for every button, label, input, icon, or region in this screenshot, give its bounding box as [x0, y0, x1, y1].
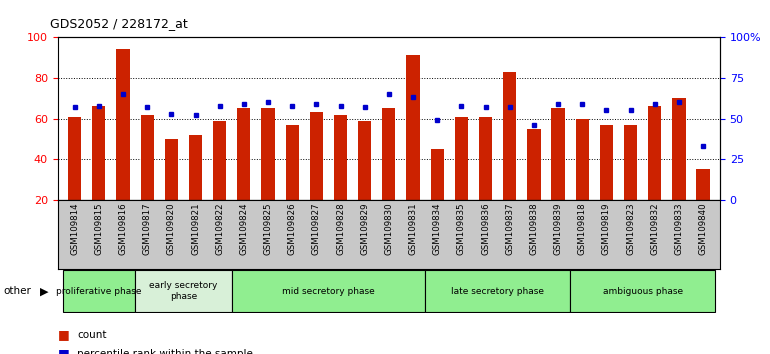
Text: GSM109817: GSM109817 [142, 202, 152, 255]
Text: GSM109816: GSM109816 [119, 202, 128, 255]
Bar [261, 108, 275, 200]
Text: GSM109838: GSM109838 [529, 202, 538, 255]
Text: ■: ■ [58, 328, 69, 341]
Bar [551, 108, 564, 200]
Text: early secretory
phase: early secretory phase [149, 281, 218, 301]
Text: GSM109823: GSM109823 [626, 202, 635, 255]
Text: GSM109834: GSM109834 [433, 202, 442, 255]
Bar [310, 113, 323, 200]
Text: GSM109821: GSM109821 [191, 202, 200, 255]
Text: GSM109835: GSM109835 [457, 202, 466, 255]
Text: GSM109827: GSM109827 [312, 202, 321, 255]
Text: ■: ■ [58, 348, 69, 354]
Text: ▶: ▶ [40, 286, 49, 296]
Bar [334, 115, 347, 200]
Text: GSM109832: GSM109832 [650, 202, 659, 255]
Bar [286, 125, 299, 200]
Text: GSM109815: GSM109815 [95, 202, 103, 255]
Text: GSM109814: GSM109814 [70, 202, 79, 255]
Text: percentile rank within the sample: percentile rank within the sample [77, 349, 253, 354]
Text: GSM109824: GSM109824 [239, 202, 249, 255]
Bar [237, 108, 250, 200]
Bar [141, 115, 154, 200]
Text: GSM109829: GSM109829 [360, 202, 369, 255]
Text: GSM109818: GSM109818 [578, 202, 587, 255]
Text: GSM109822: GSM109822 [215, 202, 224, 255]
Bar [189, 135, 203, 200]
Bar [358, 121, 371, 200]
Text: GSM109840: GSM109840 [698, 202, 708, 255]
Bar [455, 116, 468, 200]
Text: GSM109830: GSM109830 [384, 202, 393, 255]
Bar [68, 116, 82, 200]
Bar [479, 116, 492, 200]
Bar [624, 125, 638, 200]
Bar [672, 98, 685, 200]
Text: GSM109839: GSM109839 [554, 202, 563, 255]
Text: ambiguous phase: ambiguous phase [603, 287, 683, 296]
FancyBboxPatch shape [135, 270, 232, 313]
Text: other: other [4, 286, 32, 296]
Text: proliferative phase: proliferative phase [56, 287, 142, 296]
Text: GSM109819: GSM109819 [602, 202, 611, 255]
Text: GSM109837: GSM109837 [505, 202, 514, 255]
Bar [575, 119, 589, 200]
Text: mid secretory phase: mid secretory phase [282, 287, 375, 296]
Bar [213, 121, 226, 200]
Bar [527, 129, 541, 200]
Text: GDS2052 / 228172_at: GDS2052 / 228172_at [50, 17, 188, 30]
Text: GSM109833: GSM109833 [675, 202, 683, 255]
FancyBboxPatch shape [232, 270, 425, 313]
Bar [600, 125, 613, 200]
Bar [430, 149, 444, 200]
Bar [92, 106, 105, 200]
Text: GSM109828: GSM109828 [336, 202, 345, 255]
Text: late secretory phase: late secretory phase [451, 287, 544, 296]
Text: count: count [77, 330, 106, 339]
Bar [165, 139, 178, 200]
Text: GSM109826: GSM109826 [288, 202, 296, 255]
Bar [382, 108, 396, 200]
Bar [696, 170, 710, 200]
Bar [503, 72, 517, 200]
Text: GSM109825: GSM109825 [263, 202, 273, 255]
FancyBboxPatch shape [62, 270, 135, 313]
Bar [116, 50, 129, 200]
FancyBboxPatch shape [570, 270, 715, 313]
FancyBboxPatch shape [425, 270, 570, 313]
Text: GSM109820: GSM109820 [167, 202, 176, 255]
Text: GSM109831: GSM109831 [409, 202, 417, 255]
Bar [648, 106, 661, 200]
Text: GSM109836: GSM109836 [481, 202, 490, 255]
Bar [407, 56, 420, 200]
